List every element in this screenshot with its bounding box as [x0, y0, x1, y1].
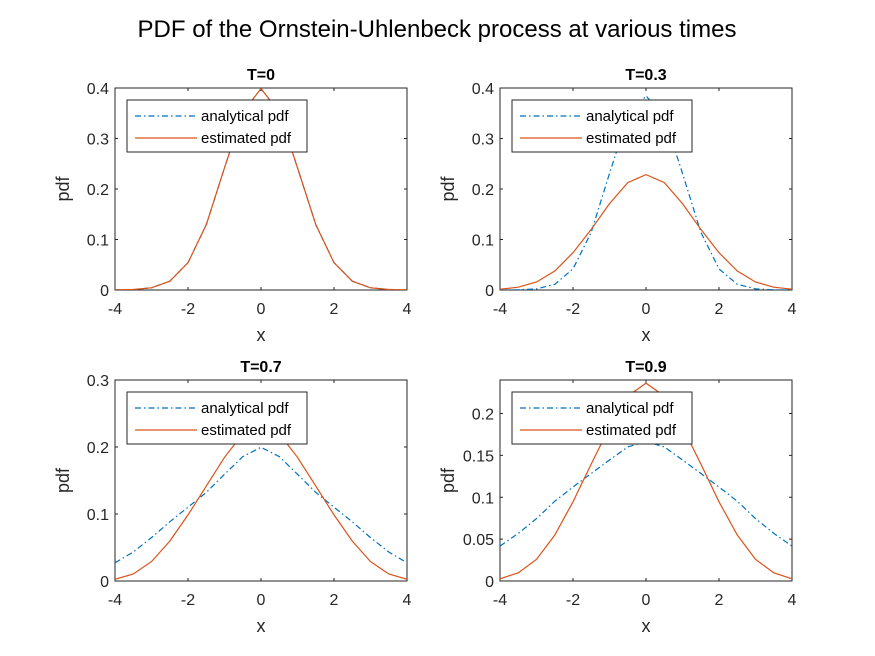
subplot-title: T=0.7: [240, 359, 281, 376]
y-axis-label: pdf: [53, 175, 73, 201]
y-tick-label: 0.15: [463, 448, 494, 465]
x-tick-label: 0: [257, 301, 266, 318]
y-axis-label: pdf: [53, 467, 73, 493]
x-tick-label: 2: [715, 301, 724, 318]
x-tick-label: 2: [715, 592, 724, 609]
x-tick-label: -2: [566, 592, 580, 609]
legend: analytical pdf estimated pdf: [511, 391, 693, 445]
subplot-1: -4 -2 0 2 4 0 0.1 0.2 0.3 0.4 T=0 x pdf analytical pd…: [53, 67, 412, 345]
series-line-analytical-pdf: [500, 94, 792, 290]
y-tick-label: 0.05: [463, 532, 494, 549]
subplot-2: -4 -2 0 2 4 0 0.1 0.2 0.3 0.4 T=0.3 x pdf analytical …: [438, 67, 797, 345]
y-tick-label: 0.2: [472, 407, 494, 424]
legend-label: analytical pdf: [201, 108, 289, 125]
y-tick-label: 0: [485, 574, 494, 591]
series-line-analytical-pdf: [115, 446, 407, 564]
legend-box: [511, 391, 693, 445]
y-tick-label: 0.1: [472, 233, 494, 250]
subplot-title: T=0: [247, 67, 275, 84]
x-tick-label: -4: [108, 592, 122, 609]
y-tick-label: 0.1: [87, 233, 109, 250]
x-tick-label: 4: [788, 301, 797, 318]
legend: analytical pdf estimated pdf: [126, 391, 308, 445]
x-tick-label: 0: [257, 592, 266, 609]
x-tick-label: 0: [642, 592, 651, 609]
x-tick-label: 4: [788, 592, 797, 609]
legend-box: [126, 99, 308, 153]
x-axis-label: x: [257, 616, 266, 636]
axes-container: -4 -2 0 2 4 0 0.1 0.2 0.3 0.4 T=0 x pdf analytical pd…: [53, 67, 797, 636]
series-line-estimated-pdf: [115, 88, 407, 290]
x-tick-label: -2: [181, 301, 195, 318]
y-tick-label: 0.4: [87, 81, 109, 98]
x-axis-label: x: [642, 616, 651, 636]
x-tick-label: -4: [108, 301, 122, 318]
legend-label: analytical pdf: [586, 108, 674, 125]
legend-label: estimated pdf: [586, 130, 677, 147]
subplot-title: T=0.3: [625, 67, 666, 84]
subplot-title: T=0.9: [625, 359, 666, 376]
x-tick-label: -4: [493, 592, 507, 609]
y-tick-label: 0.2: [472, 182, 494, 199]
x-tick-label: 2: [330, 592, 339, 609]
y-tick-label: 0.3: [87, 373, 109, 390]
series-line-estimated-pdf: [500, 382, 792, 580]
x-tick-label: -4: [493, 301, 507, 318]
y-axis-label: pdf: [438, 175, 458, 201]
y-axis-label: pdf: [438, 467, 458, 493]
legend-label: estimated pdf: [201, 130, 292, 147]
x-tick-label: 4: [403, 301, 412, 318]
legend-label: estimated pdf: [586, 422, 677, 439]
figure-title: PDF of the Ornstein-Uhlenbeck process at…: [138, 16, 737, 43]
y-tick-label: 0.2: [87, 440, 109, 457]
legend-label: analytical pdf: [586, 400, 674, 417]
y-tick-label: 0: [485, 283, 494, 300]
y-tick-label: 0.3: [472, 132, 494, 149]
subplot-4: -4 -2 0 2 4 0 0.05 0.1 0.15 0.2 T=0.9 x pdf analytica…: [438, 359, 797, 636]
y-tick-label: 0.3: [87, 132, 109, 149]
legend: analytical pdf estimated pdf: [511, 99, 693, 153]
y-tick-label: 0: [100, 283, 109, 300]
y-tick-label: 0.1: [87, 507, 109, 524]
legend-box: [511, 99, 693, 153]
y-tick-label: 0.2: [87, 182, 109, 199]
legend: analytical pdf estimated pdf: [126, 99, 308, 153]
y-tick-label: 0.4: [472, 81, 494, 98]
subplot-3: -4 -2 0 2 4 0 0.1 0.2 0.3 T=0.7 x pdf analytical pdf…: [53, 359, 412, 636]
x-tick-label: 2: [330, 301, 339, 318]
legend-box: [126, 391, 308, 445]
x-tick-label: 0: [642, 301, 651, 318]
x-tick-label: 4: [403, 592, 412, 609]
y-tick-label: 0: [100, 574, 109, 591]
legend-label: estimated pdf: [201, 422, 292, 439]
series-line-estimated-pdf: [500, 173, 792, 290]
y-tick-label: 0.1: [472, 490, 494, 507]
x-axis-label: x: [257, 325, 266, 345]
x-axis-label: x: [642, 325, 651, 345]
x-tick-label: -2: [566, 301, 580, 318]
x-tick-label: -2: [181, 592, 195, 609]
legend-label: analytical pdf: [201, 400, 289, 417]
